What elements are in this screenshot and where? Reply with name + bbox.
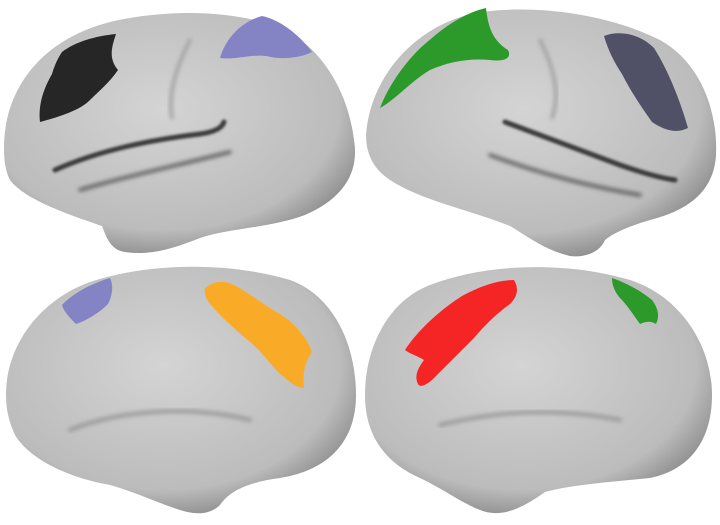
superior-temporal-sulcus (78, 150, 232, 192)
panel-left-medial (6, 266, 356, 514)
black-region (39, 34, 119, 122)
corpus-callosum-region (68, 409, 252, 432)
panel-left-lateral (4, 12, 356, 254)
superior-temporal-sulcus (488, 153, 642, 197)
panel-right-lateral (366, 8, 717, 257)
central-sulcus (169, 38, 192, 120)
lavender-region (62, 278, 113, 324)
orange-region (204, 281, 312, 388)
red-region (405, 280, 517, 386)
green-region (612, 278, 659, 324)
sylvian-fissure (52, 119, 227, 173)
slate-region (604, 33, 688, 131)
lavender-region (220, 16, 312, 59)
panel-right-medial (365, 267, 712, 514)
green-region (380, 8, 510, 108)
central-sulcus (538, 38, 558, 120)
corpus-callosum-region (438, 410, 622, 427)
sylvian-fissure (502, 119, 678, 183)
